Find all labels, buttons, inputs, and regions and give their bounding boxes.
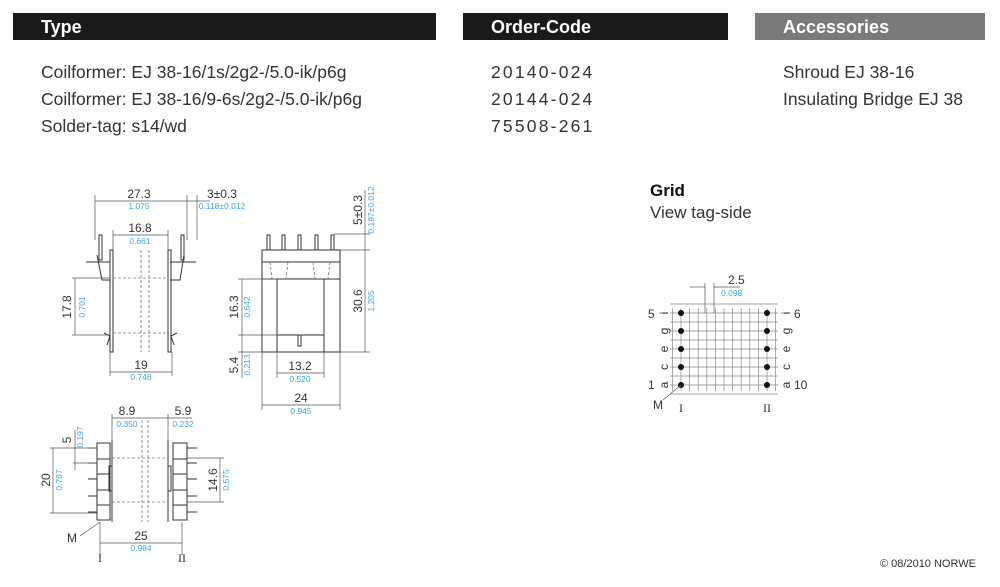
pin-dot [678, 346, 684, 352]
pin-10-label: 10 [794, 378, 808, 392]
accessory-item: Insulating Bridge EJ 38 [783, 89, 963, 109]
marker-m: M [653, 398, 663, 412]
dim-foot-inch: 0.213 [242, 354, 252, 376]
dim-span: 25 [134, 529, 148, 543]
dim-foot: 5.4 [227, 356, 241, 373]
copyright: © 08/2010 NORWE [880, 558, 976, 570]
grid-row-letter: i [657, 312, 671, 315]
grid-row-letter: i [779, 312, 793, 315]
grid-row-letter: g [657, 328, 671, 335]
dim-pin: 3±0.3 [207, 187, 237, 201]
pin-dot [678, 364, 684, 370]
grid-row-letter: a [657, 381, 671, 388]
dim-pin-inch: 0.118±0.012 [199, 201, 246, 211]
dim-pin-height-inch: 0.197±0.012 [366, 186, 376, 233]
pin-dot [764, 382, 770, 388]
dim-pitch: 5 [60, 436, 74, 443]
dim-window-height: 16.3 [227, 295, 241, 319]
dim-b: 5.9 [175, 404, 192, 418]
dim-width-inch: 1.075 [128, 201, 150, 211]
dim-a: 8.9 [119, 404, 136, 418]
grid-row-letter: e [779, 345, 793, 352]
order-code-header: Order-Code [463, 13, 728, 40]
dim-height: 17.8 [60, 295, 74, 319]
pin-grid: 2.5 0.098 5 1 6 10 i i g g e e c c a a M I II [648, 273, 808, 415]
dim-window-width-inch: 0.520 [289, 374, 311, 384]
row-label-2: II [178, 551, 186, 565]
pin-dot [764, 310, 770, 316]
accessory-item: Shroud EJ 38-16 [783, 62, 915, 82]
type-item: Solder-tag: s14/wd [41, 116, 187, 136]
grid-pitch-inch: 0.098 [721, 288, 743, 298]
pin-6-label: 6 [794, 307, 801, 321]
pin-dot [764, 364, 770, 370]
type-item: Coilformer: EJ 38-16/1s/2g2-/5.0-ik/p6g [41, 62, 347, 82]
dim-base-inch: 0.748 [130, 372, 152, 382]
dim-inner-inch: 0.575 [221, 469, 231, 491]
dim-width: 27.3 [127, 187, 151, 201]
dim-a-inch: 0.350 [116, 419, 138, 429]
dim-width-inch: 0.945 [290, 406, 312, 416]
dim-window-height-inch: 0.642 [242, 296, 252, 318]
dim-base: 19 [134, 358, 148, 372]
accessories-header: Accessories [755, 13, 985, 40]
grid-row-letter: c [657, 364, 671, 370]
grid-subtitle: View tag-side [650, 203, 752, 222]
dim-height-inch: 0.701 [77, 296, 87, 318]
dim-span-inch: 0.984 [130, 543, 152, 553]
top-view-drawing: 8.9 0.350 5.9 0.232 5 0.197 20 0.787 14.… [39, 404, 231, 565]
grid-row-letter: c [779, 364, 793, 370]
row-label-2: II [763, 401, 771, 415]
row-label-1: I [679, 401, 683, 415]
front-view-drawing: 5±0.3 0.197±0.012 30.6 1.205 16.3 0.642 … [227, 186, 376, 416]
row-label-1: I [98, 551, 102, 565]
pin-dot [764, 328, 770, 334]
type-item: Coilformer: EJ 38-16/9-6s/2g2-/5.0-ik/p6… [41, 89, 362, 109]
side-view-drawing: 27.3 1.075 3±0.3 0.118±0.012 16.8 0.661 … [60, 187, 246, 382]
grid-row-letter: g [779, 328, 793, 335]
grid-title: Grid [650, 181, 685, 200]
dim-total-height: 30.6 [351, 289, 365, 313]
pin-dot [678, 328, 684, 334]
dim-total-height-inch: 1.205 [366, 290, 376, 312]
dim-inner-inch: 0.661 [129, 236, 151, 246]
dim-window-width: 13.2 [288, 359, 312, 373]
dim-pin-height: 5±0.3 [351, 195, 365, 225]
dim-rows: 20 [39, 473, 53, 487]
type-header: Type [13, 13, 436, 40]
order-code: 75508-261 [491, 116, 595, 136]
dim-rows-inch: 0.787 [54, 469, 64, 491]
pin-5-label: 5 [648, 307, 655, 321]
pin-1-label: 1 [648, 378, 655, 392]
pin-dot [764, 346, 770, 352]
order-code: 20140-024 [491, 62, 595, 82]
dim-b-inch: 0.232 [172, 419, 194, 429]
dim-inner: 14.6 [206, 468, 220, 492]
dim-inner: 16.8 [128, 221, 152, 235]
marker-m: M [67, 531, 77, 545]
dim-width: 24 [294, 391, 308, 405]
pin-dot [678, 310, 684, 316]
order-code: 20144-024 [491, 89, 595, 109]
dim-pitch-inch: 0.197 [75, 426, 85, 448]
grid-row-letter: e [657, 345, 671, 352]
grid-row-letter: a [779, 381, 793, 388]
grid-pitch: 2.5 [728, 273, 745, 287]
